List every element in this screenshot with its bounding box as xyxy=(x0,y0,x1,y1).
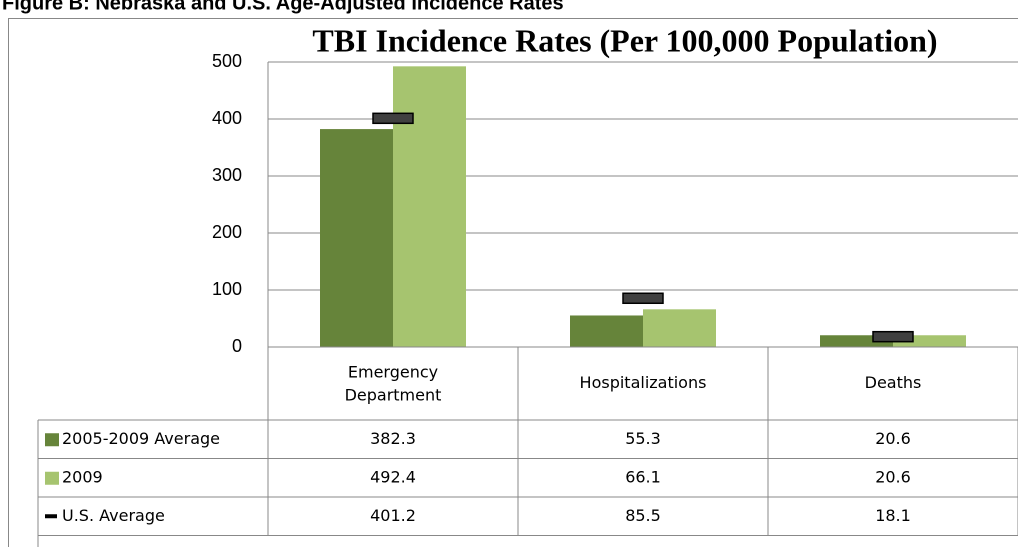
y-tick-label: 500 xyxy=(212,51,242,71)
table-value: 20.6 xyxy=(875,429,911,448)
table-value: 18.1 xyxy=(875,506,911,525)
table-value: 382.3 xyxy=(370,429,416,448)
table-value: 66.1 xyxy=(625,467,661,486)
legend-key xyxy=(45,433,59,447)
y-tick-label: 400 xyxy=(212,108,242,128)
x-tick-label: Deaths xyxy=(865,373,922,392)
figure-header: Figure B: Nebraska and U.S. Age-Adjusted… xyxy=(2,0,564,14)
table-value: 20.6 xyxy=(875,467,911,486)
chart-title: TBI Incidence Rates (Per 100,000 Populat… xyxy=(312,22,937,58)
bar xyxy=(893,335,966,347)
y-tick-label: 100 xyxy=(212,279,242,299)
bar xyxy=(570,315,643,347)
x-tick-label: Hospitalizations xyxy=(580,373,707,392)
legend-label: 2009 xyxy=(62,467,103,486)
y-tick-label: 0 xyxy=(232,336,242,356)
bar xyxy=(320,129,393,347)
table-value: 55.3 xyxy=(625,429,661,448)
bar xyxy=(820,335,893,347)
us-average-marker xyxy=(372,112,414,125)
table-value: 492.4 xyxy=(370,467,416,486)
chart-frame xyxy=(8,18,1018,547)
legend-label: 2005-2009 Average xyxy=(62,429,220,448)
y-tick-label: 300 xyxy=(212,165,242,185)
legend-key xyxy=(45,514,57,519)
table-value: 85.5 xyxy=(625,506,661,525)
x-tick-label: Emergency Department xyxy=(345,362,442,404)
us-average-marker xyxy=(872,330,914,343)
legend-label: U.S. Average xyxy=(62,506,165,525)
bar xyxy=(393,66,466,347)
y-tick-label: 200 xyxy=(212,222,242,242)
bar xyxy=(643,309,716,347)
legend-key xyxy=(45,471,59,485)
table-value: 401.2 xyxy=(370,506,416,525)
us-average-marker xyxy=(622,292,664,305)
